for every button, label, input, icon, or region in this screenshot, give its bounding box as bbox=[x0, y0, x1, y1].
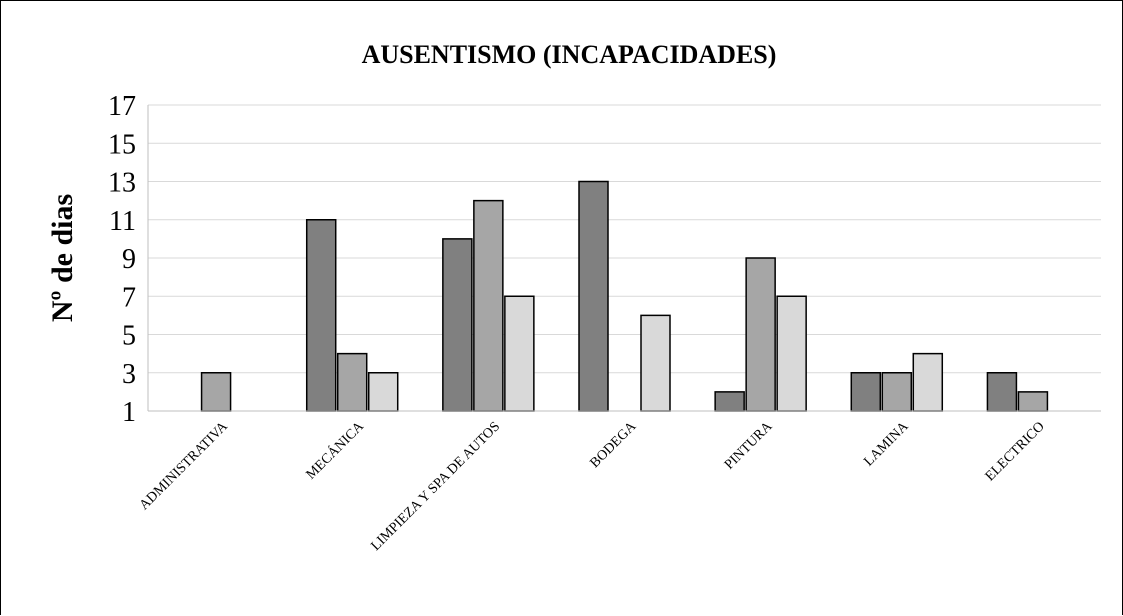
chart-title: AUSENTISMO (INCAPACIDADES) bbox=[362, 40, 777, 69]
axes bbox=[147, 105, 1101, 412]
x-tick-label: ELECTRICO bbox=[983, 419, 1048, 484]
bar-6-1 bbox=[850, 372, 882, 412]
x-tick-label: ADMINISTRATIVA bbox=[137, 419, 232, 514]
x-tick-label: BODEGA bbox=[587, 419, 639, 471]
y-tick-label: 5 bbox=[122, 321, 136, 352]
gridlines bbox=[148, 104, 1101, 374]
x-tick-label: MECÁNICA bbox=[302, 417, 367, 482]
y-tick-label: 13 bbox=[108, 168, 136, 199]
bar-5-2 bbox=[745, 257, 776, 412]
bars bbox=[200, 180, 1049, 412]
x-tick-label: PINTURA bbox=[722, 419, 776, 473]
bar-2-3 bbox=[367, 372, 399, 412]
bar-4-1 bbox=[578, 180, 609, 412]
y-tick-label: 1 bbox=[122, 397, 136, 428]
bar-4-3 bbox=[640, 314, 671, 412]
x-tick-labels: ADMINISTRATIVA MECÁNICA LIMPIEZA Y SPA DE … bbox=[137, 417, 1048, 554]
bar-2-1 bbox=[305, 219, 337, 412]
y-tick-label: 9 bbox=[122, 244, 136, 275]
y-axis-label: Nº de dias bbox=[46, 194, 79, 322]
y-tick-label: 15 bbox=[108, 129, 136, 160]
y-tick-label: 11 bbox=[109, 206, 136, 237]
x-tick-label: LAMINA bbox=[861, 419, 912, 470]
bar-3-1 bbox=[442, 238, 473, 412]
y-tick-label: 3 bbox=[122, 359, 136, 390]
y-tick-label: 17 bbox=[108, 91, 136, 122]
bar-1-2 bbox=[200, 372, 232, 412]
bar-7-2 bbox=[1017, 391, 1049, 412]
bar-2-2 bbox=[336, 352, 368, 412]
bar-3-3 bbox=[504, 295, 535, 412]
bar-6-2 bbox=[881, 372, 913, 412]
bar-3-2 bbox=[473, 199, 504, 412]
x-tick-label: LIMPIEZA Y SPA DE AUTOS bbox=[368, 419, 503, 554]
y-tick-label: 7 bbox=[122, 282, 136, 313]
bar-7-1 bbox=[986, 372, 1018, 412]
bar-6-3 bbox=[912, 352, 944, 412]
bar-5-3 bbox=[776, 295, 807, 412]
bar-5-1 bbox=[714, 391, 745, 412]
